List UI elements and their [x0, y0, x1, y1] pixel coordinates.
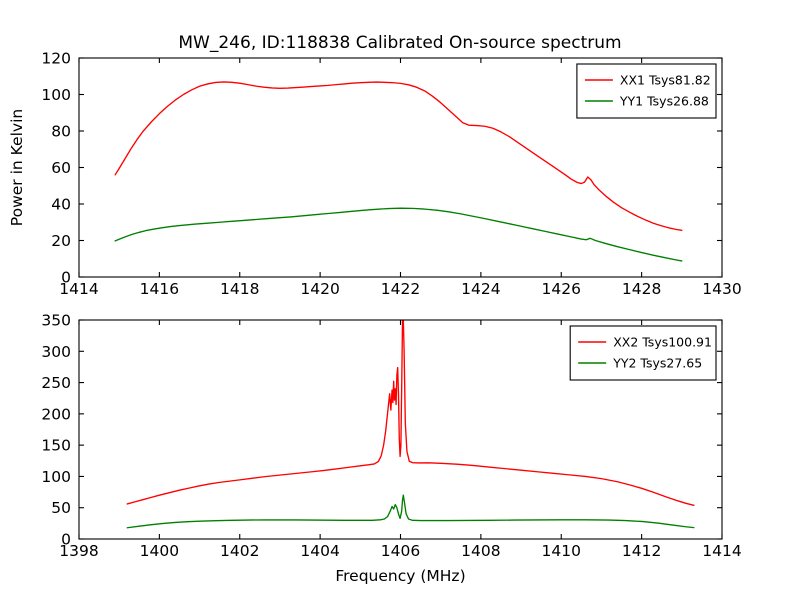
legend-label-xx2: XX2 Tsys100.91 [613, 335, 712, 350]
y-tick-label: 60 [51, 159, 71, 177]
x-tick-label: 1412 [622, 542, 661, 560]
legend-label-yy2: YY2 Tsys27.65 [612, 356, 702, 371]
page-title: MW_246, ID:118838 Calibrated On-source s… [178, 33, 621, 53]
x-tick-label: 1410 [542, 542, 581, 560]
series-line-yy1 [114, 207, 683, 262]
y-tick-label: 120 [41, 50, 71, 68]
legend-label-xx1: XX1 Tsys81.82 [620, 73, 711, 88]
x-tick-label: 1404 [300, 542, 339, 560]
legend: XX1 Tsys81.82 YY1 Tsys26.88 [576, 63, 717, 119]
y-tick-label: 50 [51, 499, 71, 517]
x-tick-label: 1422 [381, 280, 420, 298]
x-axis-label: Frequency (MHz) [335, 567, 465, 585]
x-tick-label: 1420 [300, 280, 339, 298]
series-group [126, 320, 695, 529]
x-tick-label: 1406 [381, 542, 420, 560]
x-tick-label: 1426 [542, 280, 581, 298]
series-group [114, 81, 683, 262]
x-tick-label: 1418 [220, 280, 259, 298]
y-tick-label: 200 [41, 405, 71, 423]
panel-bottom-calibrated-spectrum: 1398 1400 1402 1404 1406 1408 1410 1412 1414 0 50 1… [41, 312, 741, 586]
y-axis-label: Power in Kelvin [8, 109, 26, 226]
legend: XX2 Tsys100.91 YY2 Tsys27.65 [569, 325, 717, 381]
legend-label-yy1: YY1 Tsys26.88 [619, 94, 709, 109]
y-tick-label: 0 [61, 531, 71, 549]
x-tick-label: 1398 [59, 542, 98, 560]
x-tick-label: 1414 [702, 542, 741, 560]
x-tick-label: 1430 [702, 280, 741, 298]
x-tick-label: 1408 [461, 542, 500, 560]
y-tick-label: 40 [51, 196, 71, 214]
series-line-xx1 [114, 81, 683, 231]
legend-box [569, 325, 717, 381]
y-tick-label: 0 [61, 269, 71, 287]
series-line-yy2 [126, 494, 695, 529]
y-tick-label: 80 [51, 123, 71, 141]
x-tick-label: 1402 [220, 542, 259, 560]
axes-frame [78, 319, 723, 540]
y-tick-label: 150 [41, 437, 71, 455]
y-tick-label: 20 [51, 232, 71, 250]
panel-top-calibrated-spectrum: 1414 1416 1418 1420 1422 1424 1426 1428 1430 0 20 4… [8, 50, 742, 299]
x-tick-label: 1416 [140, 280, 179, 298]
legend-box [576, 63, 717, 119]
y-tick-label: 100 [41, 86, 71, 104]
x-tick-label: 1400 [140, 542, 179, 560]
series-line-xx2 [126, 320, 695, 507]
y-tick-label: 100 [41, 468, 71, 486]
y-tick-label: 250 [41, 374, 71, 392]
axes-frame [78, 57, 723, 278]
y-tick-label: 350 [41, 312, 71, 330]
x-tick-label: 1414 [59, 280, 98, 298]
x-tick-label: 1428 [622, 280, 661, 298]
x-tick-label: 1424 [461, 280, 500, 298]
y-tick-label: 300 [41, 343, 71, 361]
